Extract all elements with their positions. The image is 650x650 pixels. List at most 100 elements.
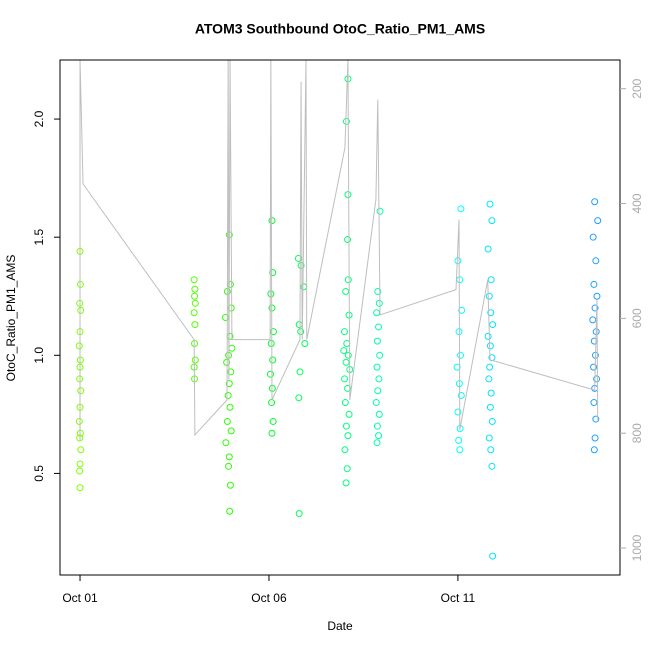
point (295, 321, 303, 329)
point (593, 292, 601, 300)
plot-box (59, 59, 621, 576)
point (190, 276, 198, 284)
point (77, 306, 85, 314)
point (301, 339, 309, 347)
point (457, 205, 465, 213)
point (375, 375, 383, 383)
point (590, 446, 598, 454)
plot-area (75, 60, 602, 560)
point (373, 422, 381, 430)
y2-tick-label: 400 (630, 193, 644, 213)
point (76, 467, 84, 475)
point (589, 316, 597, 324)
point (373, 309, 381, 317)
y-tick-label: 2.0 (32, 110, 46, 127)
point (374, 288, 382, 296)
point (268, 399, 276, 407)
point (191, 292, 199, 300)
point (295, 510, 303, 518)
point (375, 432, 383, 440)
y2-tick-label: 600 (630, 308, 644, 328)
point (77, 387, 85, 395)
point (77, 446, 85, 454)
point (267, 339, 275, 347)
point (191, 321, 199, 329)
point (376, 351, 384, 359)
point (191, 356, 199, 364)
point (455, 436, 463, 444)
point (342, 358, 350, 366)
point (590, 399, 598, 407)
x-tick-label: Oct 01 (62, 591, 98, 605)
point (484, 332, 492, 340)
point (486, 403, 494, 411)
point (486, 342, 494, 350)
point (340, 347, 348, 355)
point (227, 368, 235, 376)
point (268, 429, 276, 437)
point (226, 507, 234, 515)
point (591, 198, 599, 206)
point (454, 257, 462, 265)
point (269, 269, 277, 277)
point (590, 280, 598, 288)
point (345, 410, 353, 418)
chart-title: ATOM3 Southbound OtoC_Ratio_PM1_AMS (195, 21, 485, 37)
point (486, 200, 494, 208)
point (76, 460, 84, 468)
point (375, 410, 383, 418)
point (484, 245, 492, 253)
point (191, 299, 199, 307)
point (344, 384, 352, 392)
point (486, 363, 494, 371)
point (375, 299, 383, 307)
point (488, 462, 496, 470)
point (343, 339, 351, 347)
point (376, 207, 384, 215)
point (227, 427, 235, 435)
point (341, 328, 349, 336)
point (485, 292, 493, 300)
point (373, 363, 381, 371)
point (267, 290, 275, 298)
point (76, 484, 84, 492)
point (223, 417, 231, 425)
point (489, 552, 497, 560)
point (590, 363, 598, 371)
point (456, 446, 464, 454)
point (591, 304, 599, 312)
point (342, 422, 350, 430)
point (228, 344, 236, 352)
point (295, 394, 303, 402)
y2-tick-label: 800 (630, 423, 644, 443)
point (488, 217, 496, 225)
point (296, 368, 304, 376)
y2-tick-label: 1000 (630, 534, 644, 561)
point (225, 462, 233, 470)
point (592, 415, 600, 423)
point (225, 380, 233, 388)
point (373, 439, 381, 447)
line (79, 60, 599, 441)
point (344, 276, 352, 284)
point (343, 465, 351, 473)
point (592, 257, 600, 265)
point (224, 391, 232, 399)
point (190, 309, 198, 317)
point (297, 262, 305, 270)
point (593, 375, 601, 383)
x-axis-title: Date (327, 619, 353, 633)
point (344, 191, 352, 199)
point (341, 446, 349, 454)
point (227, 304, 235, 312)
y-tick-label: 1.5 (32, 229, 46, 246)
point (341, 375, 349, 383)
point (266, 370, 274, 378)
point (487, 309, 495, 317)
point (489, 321, 497, 329)
point (225, 453, 233, 461)
point (591, 434, 599, 442)
point (226, 481, 234, 489)
point (191, 285, 199, 293)
